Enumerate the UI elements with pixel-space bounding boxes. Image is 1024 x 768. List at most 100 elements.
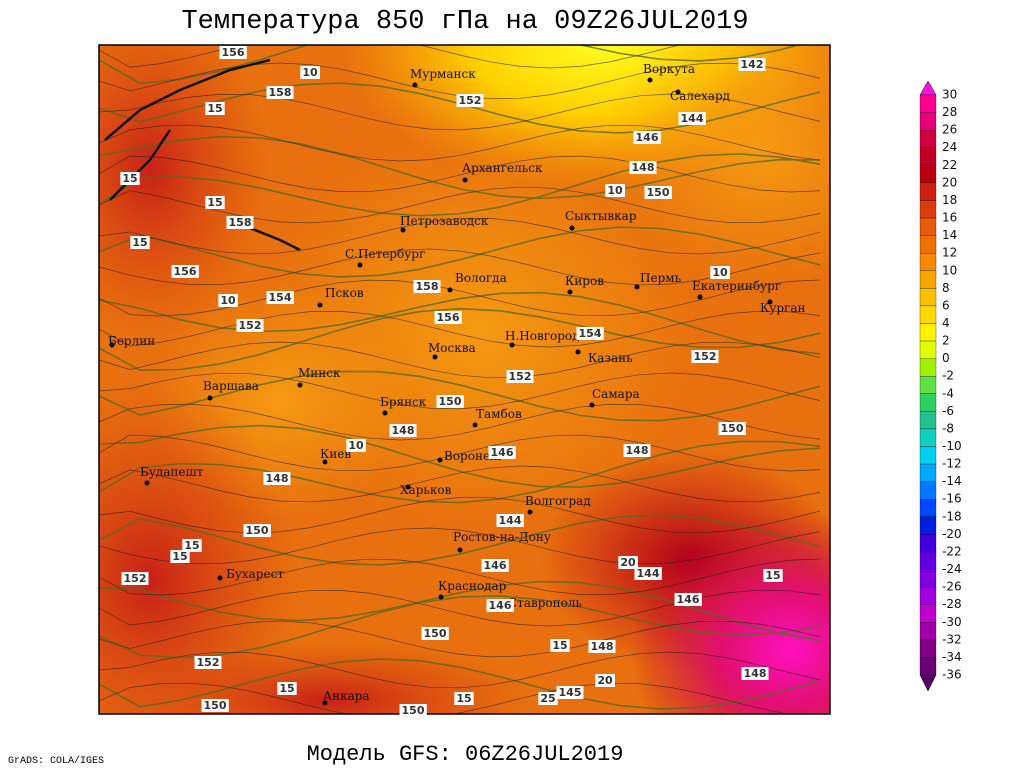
contour-label-box [266, 291, 294, 304]
colorbar-cell [919, 428, 937, 447]
city-dot [462, 177, 468, 183]
contour-label-box [413, 280, 441, 293]
contour-label-box [550, 639, 570, 652]
city-label: Краснодар [438, 579, 507, 593]
city-label: Казань [588, 351, 633, 365]
contour-label: 15 [207, 196, 222, 209]
colorbar-cell [919, 657, 937, 676]
colorbar-tick-label: -24 [942, 562, 962, 576]
contour-label: 10 [302, 66, 318, 79]
contour-label: 10 [607, 184, 623, 197]
contour-label-box [266, 86, 294, 99]
streamline [99, 186, 821, 224]
city-dot [382, 410, 388, 416]
contour-label-box [506, 370, 534, 383]
city-label: Минск [298, 366, 341, 380]
contour-label-box [674, 593, 702, 606]
contour-label-box [389, 424, 417, 437]
contour-label-box [556, 686, 584, 699]
streamline [99, 372, 821, 410]
city-dot [437, 457, 443, 463]
city-dot [647, 77, 653, 83]
contour-label-box [644, 186, 672, 199]
isoline [99, 370, 821, 422]
contour-label-box [130, 236, 150, 249]
city-label: Мурманск [410, 67, 476, 81]
city-dot [567, 289, 573, 295]
contour-label-box [456, 94, 484, 107]
title: Температура 850 гПа на 09Z26JUL2019 [181, 7, 748, 37]
contour-label-box [226, 216, 254, 229]
streamline [99, 93, 821, 131]
contour-label-box [576, 327, 604, 340]
colorbar-cell [919, 147, 937, 166]
colorbar-cell [919, 340, 937, 359]
isoline [99, 307, 821, 372]
isoline [99, 514, 821, 566]
city-label: Вологда [455, 271, 507, 285]
contour-label-box [488, 446, 516, 459]
contour-label: 148 [266, 472, 289, 485]
contour-label-box [399, 704, 427, 717]
colorbar-tick-label: 28 [942, 105, 957, 119]
city-dot [509, 342, 515, 348]
colorbar-tick-label: 22 [942, 158, 957, 172]
colorbar-tick-label: 2 [942, 334, 950, 348]
colorbar-cell [919, 376, 937, 394]
contour-label: 144 [499, 514, 522, 527]
city-label: Самара [592, 387, 640, 401]
city-label: Екатеринбург [692, 279, 781, 293]
colorbar-cell [919, 165, 937, 184]
contour-label: 152 [694, 350, 717, 363]
colorbar-cell [919, 463, 937, 482]
isoline [99, 153, 821, 217]
contour-label-box [588, 640, 616, 653]
isoline [99, 580, 821, 642]
contour-label-box [236, 319, 264, 332]
contour-label: 15 [122, 172, 137, 185]
contour-label: 146 [489, 599, 512, 612]
colorbar-tick-label: 30 [942, 88, 957, 102]
colorbar-cell [919, 446, 937, 465]
isoline [99, 440, 821, 504]
city-dot [109, 342, 115, 348]
contour-label: 148 [632, 161, 655, 174]
contour-label-box [710, 266, 730, 279]
streamline [99, 558, 821, 596]
colorbar-tick-label: 26 [942, 123, 957, 137]
city-dot [217, 575, 223, 581]
contour-label: 15 [207, 102, 222, 115]
contour-label-box [194, 656, 222, 669]
colorbar-tick-label: -32 [942, 632, 962, 646]
isoline [99, 595, 821, 659]
contour-label: 156 [174, 265, 197, 278]
contour-label-box [346, 439, 366, 452]
colorbar-tick-label: -34 [942, 650, 962, 664]
city-dot [432, 354, 438, 360]
contour-label: 15 [184, 539, 199, 552]
streamline [99, 527, 821, 565]
contour-label: 146 [491, 446, 514, 459]
isoline [99, 424, 821, 488]
colorbar-tick-label: 0 [942, 351, 950, 365]
contour-label-box [741, 667, 769, 680]
colorbar-tick-label: -30 [942, 615, 962, 629]
contour-label-box [634, 567, 662, 580]
city-label: Воркута [643, 62, 695, 76]
streamline [99, 434, 821, 472]
colorbar-cell [919, 481, 937, 500]
colorbar-cell [919, 305, 937, 324]
contour-label-box [205, 196, 225, 209]
streamline [99, 341, 821, 379]
streamline [99, 218, 821, 255]
city-label: Петрозаводск [400, 214, 489, 228]
colorbar-cell [919, 586, 937, 605]
contour-label: 150 [204, 699, 227, 712]
map [99, 45, 830, 714]
contour-label-box [121, 572, 149, 585]
city-label: Будапешт [140, 465, 204, 479]
colorbar-cell [919, 288, 937, 307]
colorbar-cell [919, 639, 937, 658]
city-dot [767, 299, 773, 305]
